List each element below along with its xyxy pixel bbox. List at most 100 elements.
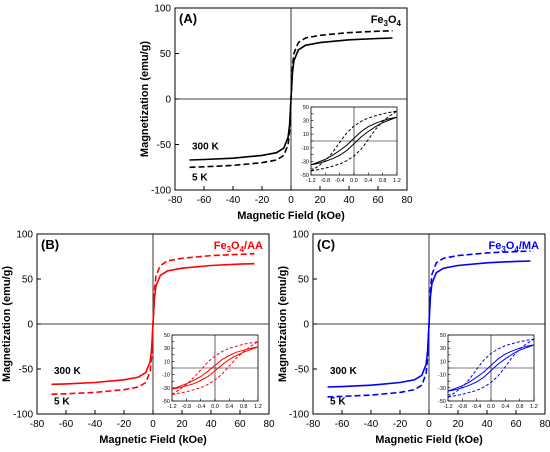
inset-y-tick-label: -50 (301, 173, 309, 179)
x-tick-label: 80 (401, 195, 413, 206)
inset-x-tick-label: 1.2 (254, 404, 262, 410)
inset-y-tick-label: -10 (162, 373, 170, 379)
y-axis-label: Magnetization (emu/g) (277, 266, 289, 382)
x-tick-label: 80 (539, 419, 550, 430)
y-tick-label: -50 (295, 365, 310, 376)
y-tick-label: 0 (27, 320, 33, 331)
chart-panel-0: -80 -60 -40 -20 0 20 40 60 80-100-50050100Magnet… (139, 4, 413, 223)
inset-y-tick-label: 30 (303, 119, 309, 125)
inset-y-tick-label: 10 (164, 359, 170, 365)
sample-label: Fe3O4 (371, 14, 402, 28)
inset-x-tick-label: 0.4 (226, 404, 234, 410)
y-tick-label: -50 (157, 140, 172, 151)
inset-x-tick-label: -0.4 (335, 178, 344, 184)
y-tick-label: 100 (16, 230, 33, 241)
x-axis-label: Magnetic Field (kOe) (99, 434, 207, 446)
x-tick-label: -80 (168, 195, 183, 206)
x-axis-label: Magnetic Field (kOe) (237, 210, 345, 222)
inset-x-tick-label: -0.8 (458, 404, 467, 410)
y-tick-label: -100 (13, 410, 33, 421)
sample-label-base: Fe (371, 14, 384, 26)
y-tick-label: -50 (19, 365, 34, 376)
x-tick-label: 60 (510, 419, 522, 430)
series-label-5k: 5 K (192, 172, 208, 183)
inset-y-tick-label: -50 (438, 399, 446, 405)
chart-panel-2: -80 -60 -40 -20 0 20 40 60 80-100-50050100Magnet… (277, 230, 550, 447)
inset-x-tick-label: 0.0 (211, 404, 219, 410)
y-axis-label: Magnetization (emu/g) (139, 41, 151, 157)
sample-label: Fe3O4/AA (214, 240, 263, 254)
x-tick-label: -40 (364, 419, 379, 430)
x-tick-label: 60 (372, 195, 384, 206)
x-tick-label: 0 (150, 419, 156, 430)
y-tick-label: -100 (289, 410, 309, 421)
x-tick-label: 20 (452, 419, 464, 430)
inset-x-tick-label: -0.8 (321, 178, 330, 184)
inset-y-tick-label: -50 (162, 399, 170, 405)
inset-y-tick-label: 50 (303, 105, 309, 111)
panel-label: (B) (41, 237, 59, 252)
inset-y-tick-label: -30 (162, 386, 170, 392)
x-tick-label: -60 (335, 419, 350, 430)
x-tick-label: 80 (263, 419, 275, 430)
series-label-5k: 5 K (54, 397, 70, 408)
y-axis-label: Magnetization (emu/g) (1, 266, 13, 382)
x-tick-label: -20 (393, 419, 408, 430)
inset-x-tick-label: 1.2 (393, 178, 401, 184)
y-tick-label: -100 (151, 186, 171, 197)
y-tick-label: 50 (298, 275, 310, 286)
series-label-300k: 300 K (192, 142, 219, 153)
x-tick-label: -20 (117, 419, 132, 430)
sample-label-sub2: 4 (397, 19, 402, 28)
panel-label: (C) (317, 237, 335, 252)
inset-x-tick-label: 0.8 (240, 404, 248, 410)
sample-label-suffix: /MA (519, 240, 539, 252)
x-tick-label: -80 (30, 419, 45, 430)
inset-y-tick-label: 30 (440, 346, 446, 352)
inset-y-tick-label: 10 (440, 359, 446, 365)
inset-plot: -1.2 -0.8 -0.4 0.0 0.4 0.8 1.2 -50 -30 -10 10 30 50 (438, 333, 538, 410)
x-tick-label: -80 (306, 419, 321, 430)
x-axis-label: Magnetic Field (kOe) (375, 434, 483, 446)
y-tick-label: 0 (165, 95, 171, 106)
inset-x-tick-label: 0.8 (516, 404, 524, 410)
series-label-300k: 300 K (330, 366, 357, 377)
inset-x-tick-label: 0.0 (350, 178, 358, 184)
x-tick-label: 40 (343, 195, 355, 206)
inset-y-tick-label: 10 (303, 132, 309, 138)
y-tick-label: 50 (160, 49, 172, 60)
inset-x-tick-label: 1.2 (530, 404, 538, 410)
chart-panel-1: -80 -60 -40 -20 0 20 40 60 80 -100 -50 0 50 100 Magnet… (1, 230, 275, 447)
series-label-5k: 5 K (330, 397, 346, 408)
series-label-300k: 300 K (54, 366, 81, 377)
inset-x-tick-label: 0.4 (502, 404, 510, 410)
inset-x-tick-label: 0.0 (487, 404, 495, 410)
sample-label-base: Fe (489, 240, 502, 252)
inset-plot: -1.2 -0.8 -0.4 0.0 0.4 0.8 1.2 -50 -30 -10 10 30 50 (162, 333, 262, 410)
inset-y-tick-label: -30 (301, 159, 309, 165)
x-tick-label: 60 (234, 419, 246, 430)
x-tick-label: 20 (314, 195, 326, 206)
panel-label: (A) (179, 11, 197, 26)
y-tick-label: 0 (303, 320, 309, 331)
inset-y-tick-label: -30 (438, 386, 446, 392)
x-tick-label: -20 (255, 195, 270, 206)
x-tick-label: 0 (288, 195, 294, 206)
x-tick-label: 0 (426, 419, 432, 430)
x-tick-label: 20 (176, 419, 188, 430)
x-tick-label: -40 (226, 195, 241, 206)
inset-y-tick-label: -10 (301, 146, 309, 152)
inset-y-tick-label: -10 (438, 373, 446, 379)
inset-x-tick-label: 0.8 (379, 178, 387, 184)
inset-plot: -1.2 -0.8 -0.4 0.0 0.4 0.8 1.2 -50 -30 -10 10 30 50 (301, 105, 401, 184)
inset-y-tick-label: 50 (440, 333, 446, 339)
x-tick-label: -40 (88, 419, 103, 430)
inset-y-tick-label: 50 (164, 333, 170, 339)
sample-label-base: Fe (214, 240, 227, 252)
x-tick-label: -60 (59, 419, 74, 430)
y-tick-label: 100 (154, 4, 171, 15)
x-tick-label: 40 (205, 419, 217, 430)
inset-y-tick-label: 30 (164, 346, 170, 352)
inset-x-tick-label: -0.4 (196, 404, 205, 410)
